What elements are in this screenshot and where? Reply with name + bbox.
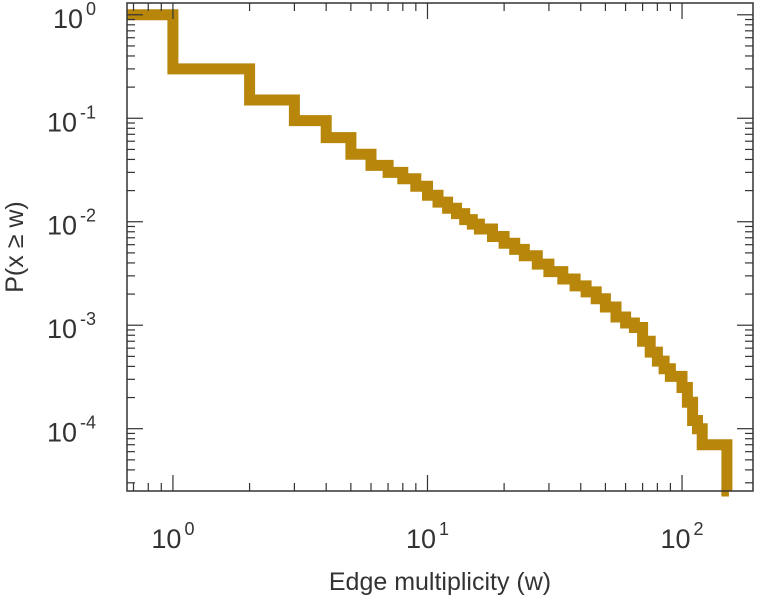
x-tick-label: 10 1 <box>406 519 449 554</box>
y-tick-label: 10 -2 <box>47 206 96 241</box>
series-line-0 <box>127 9 733 497</box>
y-tick-label-exponent: -2 <box>80 206 96 226</box>
x-tick-label-base: 10 <box>661 524 691 554</box>
x-tick-label-exponent: 0 <box>184 519 194 539</box>
x-tick-label: 10 0 <box>151 519 194 554</box>
y-tick-label: 10 -1 <box>47 102 96 137</box>
x-tick-label-exponent: 2 <box>694 519 704 539</box>
y-tick-label-exponent: -1 <box>80 102 96 122</box>
y-tick-label: 10 -3 <box>47 309 96 344</box>
x-tick-label-exponent: 1 <box>439 519 449 539</box>
y-tick-label: 10 0 <box>53 0 96 34</box>
x-tick-label-base: 10 <box>151 524 181 554</box>
y-tick-label-base: 10 <box>47 211 77 241</box>
axis-ticks <box>127 3 753 491</box>
x-tick-label: 10 2 <box>661 519 704 554</box>
y-tick-label: 10 -4 <box>47 413 96 448</box>
y-tick-label-exponent: 0 <box>86 0 96 19</box>
x-axis-title: Edge multiplicity (w) <box>329 568 551 596</box>
plot-frame <box>126 2 754 492</box>
y-tick-label-exponent: -3 <box>80 309 96 329</box>
x-tick-label-base: 10 <box>406 524 436 554</box>
y-axis-title: P(x ≥ w) <box>1 201 29 293</box>
y-tick-label-exponent: -4 <box>80 413 96 433</box>
y-tick-label-base: 10 <box>47 418 77 448</box>
y-tick-label-base: 10 <box>53 4 83 34</box>
y-tick-label-base: 10 <box>47 107 77 137</box>
plot-area <box>127 9 733 497</box>
tick-labels: 10 0 10 1 10 210 010 -110 -210 -310 -4 <box>47 0 704 554</box>
y-tick-label-base: 10 <box>47 314 77 344</box>
